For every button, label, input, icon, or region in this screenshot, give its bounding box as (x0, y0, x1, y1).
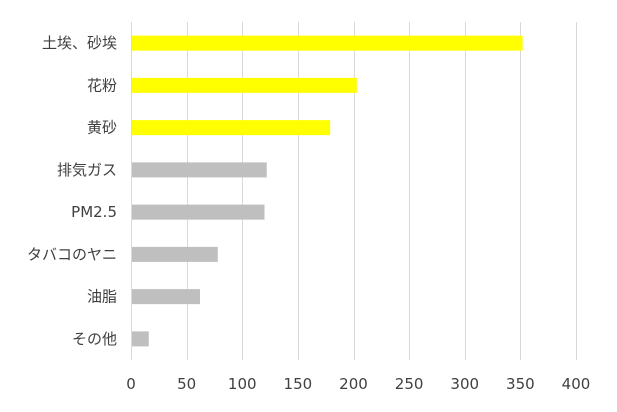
x-tick-label: 250 (395, 375, 424, 393)
x-tick-label: 400 (562, 375, 591, 393)
bar (132, 35, 523, 51)
x-tick-labels: 0 50 100 150 200 250 300 350 400 (126, 375, 590, 393)
bar (132, 289, 200, 305)
x-tick-label: 0 (126, 375, 136, 393)
category-label: タバコのヤニ (27, 245, 117, 263)
bar (132, 120, 331, 136)
category-label: 排気ガス (57, 161, 117, 179)
bar (132, 204, 265, 220)
x-tick-label: 150 (284, 375, 313, 393)
x-tick-label: 100 (228, 375, 257, 393)
bar (132, 246, 218, 262)
category-label: 土埃、砂埃 (42, 34, 117, 52)
category-label: 油脂 (87, 288, 117, 306)
category-label: その他 (72, 330, 117, 348)
bar (132, 162, 267, 178)
bar (132, 331, 149, 347)
x-tick-label: 300 (450, 375, 479, 393)
category-label: 花粉 (87, 76, 117, 94)
x-tick-label: 200 (339, 375, 368, 393)
category-label: PM2.5 (71, 203, 117, 221)
bars (132, 35, 523, 347)
gridlines (187, 22, 577, 360)
category-label: 黄砂 (87, 119, 117, 137)
bar (132, 77, 357, 93)
x-tick-label: 350 (506, 375, 535, 393)
x-tick-label: 50 (177, 375, 196, 393)
